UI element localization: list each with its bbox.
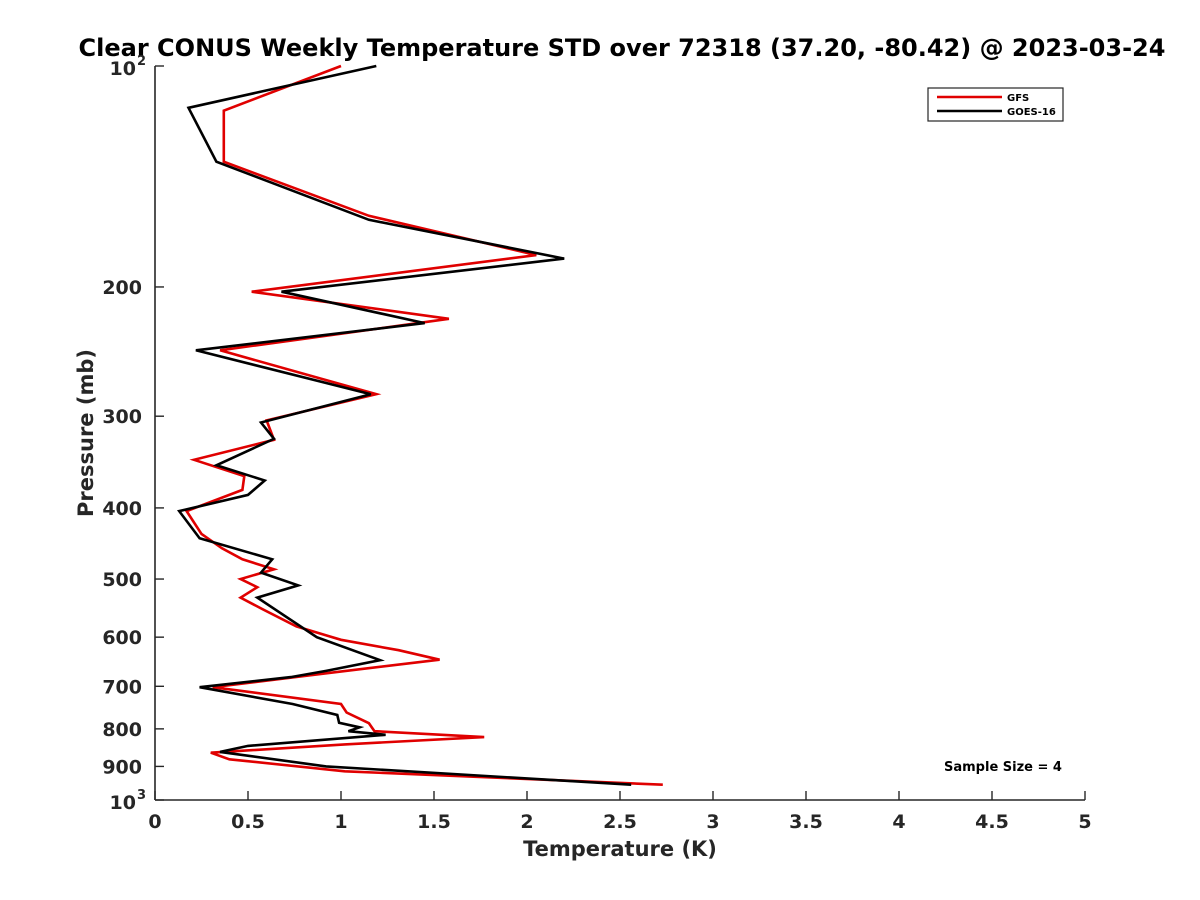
y-tick-exponent: 2: [137, 54, 146, 69]
y-tick-label: 700: [102, 676, 142, 698]
x-tick-label: 0.5: [231, 811, 265, 833]
sample-size-annotation: Sample Size = 4: [944, 760, 1062, 775]
chart-title: Clear CONUS Weekly Temperature STD over …: [79, 34, 1166, 62]
x-tick-label: 4.5: [975, 811, 1009, 833]
y-tick-label: 300: [102, 406, 142, 428]
x-tick-label: 2: [520, 811, 533, 833]
x-tick-label: 3.5: [789, 811, 823, 833]
series-line-goes16: [176, 64, 632, 786]
y-axis-label: Pressure (mb): [74, 349, 98, 517]
legend-label-gfs: GFS: [1007, 93, 1029, 104]
legend-box: [927, 87, 1064, 122]
y-tick-label: 800: [102, 719, 142, 741]
x-tick-label: 1.5: [417, 811, 451, 833]
x-tick-label: 4: [892, 811, 905, 833]
x-axis-ticks: 0 0.5 1 1.5 2 2.5 3 3.5 4 4.5 5: [148, 791, 1092, 833]
x-axis-label: Temperature (K): [523, 837, 717, 861]
legend-label-goes16: GOES-16: [1007, 107, 1056, 118]
y-tick-label: 10: [110, 58, 136, 80]
y-tick-label: 10: [110, 792, 136, 814]
y-tick-label: 500: [102, 569, 142, 591]
y-tick-label: 400: [102, 498, 142, 520]
y-tick-label: 200: [102, 277, 142, 299]
x-tick-label: 5: [1078, 811, 1091, 833]
y-tick-exponent: 3: [137, 788, 146, 803]
x-tick-label: 2.5: [603, 811, 637, 833]
x-tick-label: 3: [706, 811, 719, 833]
y-tick-label: 900: [102, 756, 142, 778]
series-layer: [176, 64, 663, 786]
x-tick-label: 1: [334, 811, 347, 833]
x-tick-label: 0: [148, 811, 161, 833]
legend: GFS GOES-16: [927, 87, 1064, 122]
y-tick-label: 600: [102, 627, 142, 649]
